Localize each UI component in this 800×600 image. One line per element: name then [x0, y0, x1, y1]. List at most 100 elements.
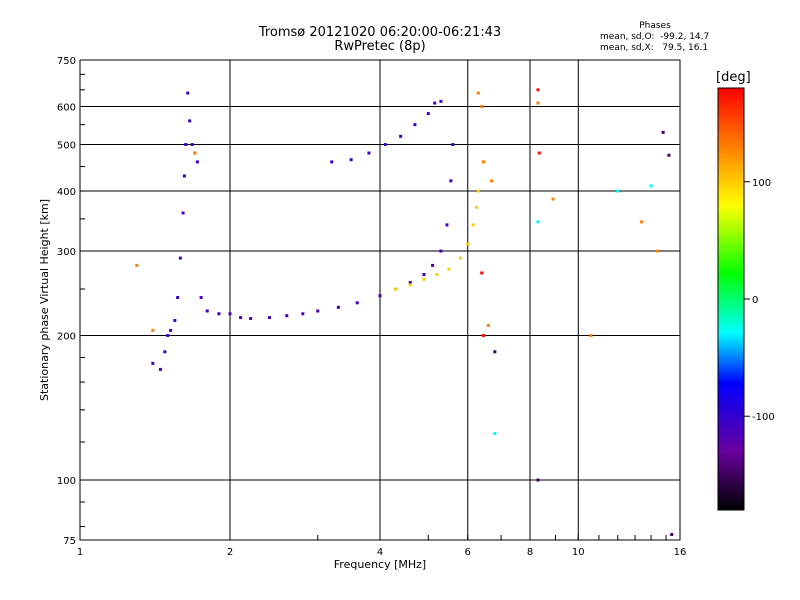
- echo-point: [228, 312, 232, 316]
- y-axis-label: Stationary phase Virtual Height [km]: [38, 199, 51, 401]
- echo-point: [176, 296, 180, 300]
- phase-stats: Phases mean, sd,O: -99.2, 14.7 mean, sd,…: [600, 21, 710, 54]
- x-tick-label: 6: [465, 547, 471, 558]
- echo-point: [195, 160, 199, 164]
- chart-title-block: Tromsø 20121020 06:20:00-06:21:43 RwPret…: [230, 26, 530, 54]
- echo-point: [422, 273, 426, 277]
- echo-point: [471, 223, 475, 227]
- echo-point: [589, 334, 593, 338]
- y-tick-label: 300: [57, 247, 76, 258]
- echo-point: [481, 334, 485, 338]
- echo-point: [330, 160, 334, 164]
- colorbar-label: [deg]: [716, 70, 751, 85]
- echo-point: [239, 316, 243, 320]
- echo-point: [336, 305, 340, 309]
- echo-point: [476, 91, 480, 95]
- echo-point: [151, 361, 155, 365]
- echo-point: [649, 184, 653, 188]
- y-tick-label: 750: [57, 56, 76, 67]
- echo-point: [217, 312, 221, 316]
- chart-subtitle: RwPretec (8p): [334, 39, 426, 54]
- axes: 1 2 4 6 8 10 16 75 100 200 300 400 500 600 750: [57, 56, 686, 558]
- echo-point: [537, 151, 541, 155]
- echo-point: [536, 220, 540, 224]
- echo-point: [184, 143, 188, 147]
- echo-point: [166, 334, 170, 338]
- echo-point: [493, 432, 497, 436]
- echo-point: [449, 179, 453, 183]
- echo-point: [355, 301, 359, 305]
- echo-point: [433, 101, 437, 105]
- echo-point: [349, 158, 353, 162]
- echo-point: [640, 220, 644, 224]
- echo-point: [158, 367, 162, 371]
- phase-stats-o: mean, sd,O: -99.2, 14.7: [600, 32, 710, 42]
- echo-point: [199, 296, 203, 300]
- echo-point: [135, 263, 139, 267]
- grid-lines: [79, 59, 681, 541]
- colorbar-ticks: 100 0 -100: [744, 178, 775, 423]
- echo-point: [178, 256, 182, 260]
- echo-point: [493, 350, 497, 354]
- echo-point: [667, 153, 671, 157]
- echo-point: [205, 309, 209, 313]
- echo-point: [408, 280, 412, 284]
- chart-title: Tromsø 20121020 06:20:00-06:21:43: [258, 25, 502, 40]
- echo-point: [301, 312, 305, 316]
- echo-point: [367, 151, 371, 155]
- colorbar-tick-label: 0: [752, 295, 758, 306]
- echo-point: [285, 314, 289, 318]
- colorbar-tick-label: -100: [752, 412, 775, 423]
- echo-point: [447, 267, 451, 271]
- echo-points: [135, 88, 674, 537]
- x-tick-label: 4: [377, 547, 383, 558]
- echo-point: [616, 189, 620, 193]
- y-tick-label: 75: [63, 536, 76, 547]
- echo-point: [466, 242, 470, 246]
- echo-point: [480, 105, 484, 109]
- echo-point: [169, 328, 173, 332]
- echo-point: [670, 533, 674, 537]
- echo-point: [655, 249, 659, 253]
- echo-point: [536, 101, 540, 105]
- echo-point: [267, 316, 271, 320]
- echo-point: [394, 287, 398, 291]
- echo-point: [188, 119, 192, 123]
- echo-point: [445, 223, 449, 227]
- echo-point: [439, 249, 443, 253]
- echo-point: [458, 256, 462, 260]
- echo-point: [151, 328, 155, 332]
- echo-point: [173, 318, 177, 322]
- echo-point: [451, 143, 455, 147]
- echo-point: [551, 197, 555, 201]
- x-tick-label: 2: [227, 547, 233, 558]
- echo-point: [378, 294, 382, 298]
- x-axis-label: Frequency [MHz]: [334, 558, 426, 571]
- colorbar: [717, 87, 745, 511]
- echo-point: [431, 263, 435, 267]
- echo-point: [661, 130, 665, 134]
- echo-point: [399, 134, 403, 138]
- echo-point: [181, 211, 185, 215]
- echo-point: [475, 205, 479, 209]
- y-tick-label: 100: [57, 476, 76, 487]
- echo-point: [413, 123, 417, 127]
- x-tick-label: 16: [674, 547, 687, 558]
- phase-stats-x: mean, sd,X: 79.5, 16.1: [600, 43, 709, 53]
- echo-point: [536, 88, 540, 92]
- echo-point: [422, 277, 426, 281]
- echo-point: [190, 143, 194, 147]
- colorbar-tick-label: 100: [752, 178, 771, 189]
- echo-point: [408, 283, 412, 287]
- echo-point: [163, 350, 167, 354]
- y-tick-label: 400: [57, 187, 76, 198]
- echo-point: [481, 160, 485, 164]
- y-tick-label: 200: [57, 332, 76, 343]
- echo-point: [476, 189, 480, 193]
- echo-point: [316, 309, 320, 313]
- echo-point: [536, 478, 540, 482]
- x-tick-label: 1: [77, 547, 83, 558]
- echo-point: [249, 317, 253, 321]
- echo-point: [486, 323, 490, 327]
